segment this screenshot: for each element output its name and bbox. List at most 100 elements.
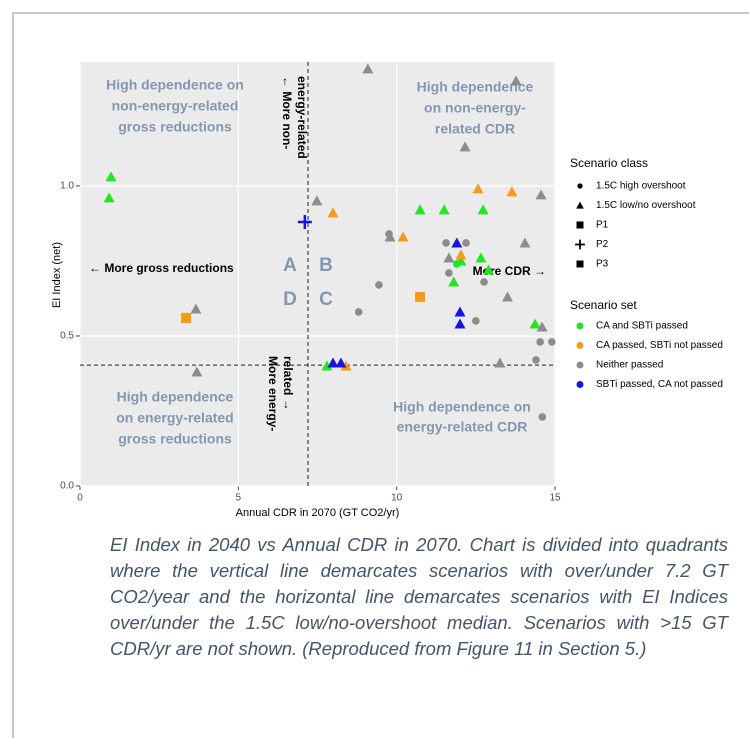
legend-label: SBTi passed, CA not passed <box>596 379 723 390</box>
quadrant-letter: B <box>319 255 333 276</box>
point <box>506 186 518 197</box>
quadrant-note: High dependence on <box>106 77 244 93</box>
point <box>415 291 426 302</box>
point <box>445 269 453 277</box>
quadrant-note: gross reductions <box>118 431 232 447</box>
point <box>321 360 333 371</box>
point <box>477 204 489 215</box>
quadrant-note: on non-energy- <box>424 100 526 116</box>
point <box>494 357 506 368</box>
point <box>105 171 117 182</box>
legend-marker <box>576 260 584 268</box>
point <box>297 214 312 229</box>
legend-label: CA and SBTi passed <box>596 321 688 332</box>
point <box>548 338 556 346</box>
vertical-note: ← More non- <box>280 76 294 149</box>
x-tick-label: 0 <box>77 493 83 504</box>
point <box>438 204 450 215</box>
quadrant-letter: D <box>283 289 297 310</box>
point <box>442 239 450 247</box>
legend-label: P3 <box>596 259 609 270</box>
x-tick-label: 15 <box>549 493 561 504</box>
legend-title: Scenario set <box>570 298 637 312</box>
vertical-note: energy-related <box>295 76 309 159</box>
legend-label: Neither passed <box>596 360 663 371</box>
arrow-note: More CDR → <box>473 264 546 278</box>
x-tick-label: 5 <box>236 493 242 504</box>
point <box>448 276 460 287</box>
point <box>535 189 547 200</box>
point <box>532 356 540 364</box>
point <box>454 318 466 329</box>
point <box>480 278 488 286</box>
x-tick-label: 10 <box>391 493 403 504</box>
point <box>103 192 115 203</box>
point <box>536 321 548 332</box>
x-axis-title: Annual CDR in 2070 (GT CO2/yr) <box>236 507 400 519</box>
legend-label: P1 <box>596 220 609 231</box>
point <box>475 252 487 263</box>
chart: 0 5 10 15 0.0 0.5 1.0 Annual CDR in 2070 (GT CO… <box>51 62 723 519</box>
quadrant-letter: A <box>283 255 297 276</box>
point <box>529 318 541 329</box>
legend-label: 1.5C high overshoot <box>596 181 686 192</box>
y-tick-label: 0.0 <box>60 481 74 492</box>
point <box>451 237 463 248</box>
legend-marker <box>576 322 584 330</box>
plot-panel <box>80 62 555 486</box>
point <box>354 308 363 316</box>
arrow-note: ← More gross reductions <box>89 261 234 275</box>
quadrant-note: gross reductions <box>118 119 232 135</box>
quadrant-note: energy-related CDR <box>397 419 528 435</box>
legend-marker <box>576 381 584 388</box>
point <box>385 230 393 238</box>
y-tick-label: 0.5 <box>60 331 74 342</box>
point <box>510 75 522 86</box>
legend-marker <box>576 342 584 349</box>
point <box>190 303 202 314</box>
legend-marker <box>576 221 584 229</box>
y-tick-label: 1.0 <box>60 181 74 192</box>
quadrant-note: High dependence <box>417 79 534 95</box>
point <box>538 413 547 421</box>
legend-marker <box>575 239 585 250</box>
quadrant-letter: C <box>319 289 333 310</box>
point <box>414 204 426 215</box>
point <box>397 231 409 242</box>
point <box>443 252 455 263</box>
quadrant-note: non-energy-related <box>112 98 239 114</box>
legend-marker <box>576 201 584 209</box>
point <box>181 312 192 323</box>
legend-marker <box>577 183 583 189</box>
point <box>340 360 352 371</box>
point <box>375 281 383 289</box>
figure-frame <box>12 12 749 738</box>
point <box>362 63 374 74</box>
quadrant-note: related CDR <box>435 121 515 137</box>
legend-title: Scenario class <box>570 156 648 170</box>
point <box>191 366 203 377</box>
point <box>311 195 323 206</box>
legend-label: P2 <box>596 239 609 250</box>
point <box>462 239 470 247</box>
quadrant-note: High dependence on <box>393 399 531 415</box>
point <box>327 357 339 368</box>
point <box>536 338 544 346</box>
point <box>483 264 494 275</box>
point <box>459 141 471 152</box>
point <box>519 237 531 248</box>
caption: EI Index in 2040 vs Annual CDR in 2070. … <box>110 534 728 659</box>
quadrant-note: on energy-related <box>116 410 233 426</box>
point <box>472 183 484 194</box>
legend-label: 1.5C low/no overshoot <box>596 200 696 211</box>
y-axis-title: EI Index (net) <box>51 242 63 308</box>
point <box>455 249 467 260</box>
point <box>335 357 347 368</box>
point <box>502 291 513 302</box>
point <box>454 306 466 317</box>
point <box>453 260 461 268</box>
point <box>472 317 480 325</box>
legend-marker <box>576 361 584 369</box>
vertical-note: More energy- <box>266 356 280 431</box>
